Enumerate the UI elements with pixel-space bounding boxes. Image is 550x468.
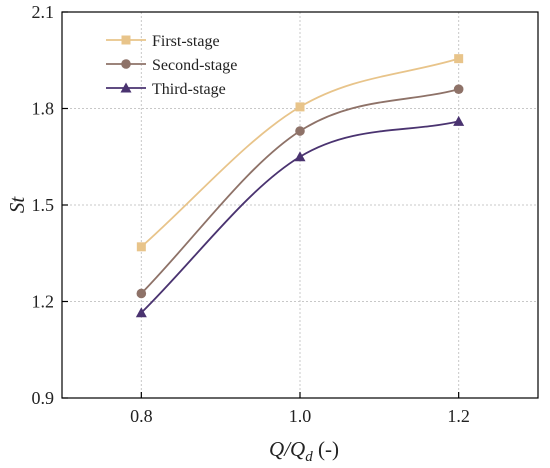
- x-axis-label-unit: (-): [313, 437, 339, 461]
- x-tick-label: 1.2: [447, 406, 470, 426]
- x-axis-label-subscript: d: [305, 449, 313, 465]
- legend-marker: [121, 35, 131, 45]
- data-point: [136, 242, 146, 252]
- x-axis-label-main: Q/Q: [269, 437, 305, 461]
- grid-lines: [62, 12, 538, 398]
- legend: First-stage Second-stage Third-stage: [106, 33, 237, 98]
- legend-label: Second-stage: [152, 57, 237, 74]
- legend-item: Third-stage: [106, 81, 226, 98]
- legend-marker: [120, 82, 132, 93]
- series-second-stage: [136, 84, 464, 299]
- legend-label: Third-stage: [152, 81, 226, 98]
- series-layer: [135, 54, 465, 318]
- legend-item: Second-stage: [106, 57, 237, 74]
- data-point: [136, 288, 147, 299]
- legend-marker: [121, 59, 131, 69]
- y-tick-label: 2.1: [32, 2, 55, 22]
- x-tick-label: 0.8: [130, 406, 153, 426]
- series-third-stage: [135, 115, 465, 318]
- y-tick-label: 1.5: [32, 195, 55, 215]
- y-tick-label: 1.8: [32, 99, 55, 119]
- legend-label: First-stage: [152, 33, 220, 50]
- data-point: [453, 84, 464, 94]
- series-first-stage: [136, 54, 464, 252]
- axis-ticks: 0.8 1.0 1.2 0.9 1.2 1.5 1.8 2.1: [32, 2, 470, 426]
- y-axis-label: St: [5, 196, 29, 214]
- y-tick-label: 1.2: [32, 292, 55, 312]
- x-axis-label: Q/Qd (-): [269, 437, 339, 465]
- data-point: [454, 54, 464, 64]
- y-tick-label: 0.9: [32, 388, 55, 408]
- legend-item: First-stage: [106, 33, 220, 50]
- data-point: [135, 307, 147, 318]
- data-point: [295, 126, 305, 136]
- x-tick-label: 1.0: [289, 406, 312, 426]
- data-point: [294, 151, 306, 162]
- data-point: [295, 102, 305, 112]
- data-point: [453, 115, 465, 126]
